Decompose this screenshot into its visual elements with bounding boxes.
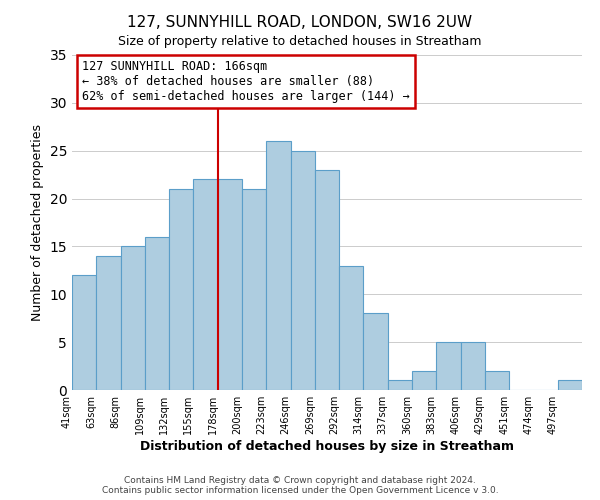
Bar [266,141,290,390]
Bar [193,180,218,390]
Bar [388,380,412,390]
Text: Size of property relative to detached houses in Streatham: Size of property relative to detached ho… [118,35,482,48]
Bar [436,342,461,390]
Bar [169,189,193,390]
X-axis label: Distribution of detached houses by size in Streatham: Distribution of detached houses by size … [140,440,514,453]
Bar [121,246,145,390]
Bar [242,189,266,390]
Bar [461,342,485,390]
Bar [290,150,315,390]
Y-axis label: Number of detached properties: Number of detached properties [31,124,44,321]
Bar [558,380,582,390]
Bar [485,371,509,390]
Bar [72,275,96,390]
Bar [364,314,388,390]
Bar [412,371,436,390]
Bar [339,266,364,390]
Text: 127 SUNNYHILL ROAD: 166sqm
← 38% of detached houses are smaller (88)
62% of semi: 127 SUNNYHILL ROAD: 166sqm ← 38% of deta… [82,60,410,103]
Text: Contains HM Land Registry data © Crown copyright and database right 2024.
Contai: Contains HM Land Registry data © Crown c… [101,476,499,495]
Text: 127, SUNNYHILL ROAD, LONDON, SW16 2UW: 127, SUNNYHILL ROAD, LONDON, SW16 2UW [127,15,473,30]
Bar [315,170,339,390]
Bar [96,256,121,390]
Bar [218,180,242,390]
Bar [145,237,169,390]
